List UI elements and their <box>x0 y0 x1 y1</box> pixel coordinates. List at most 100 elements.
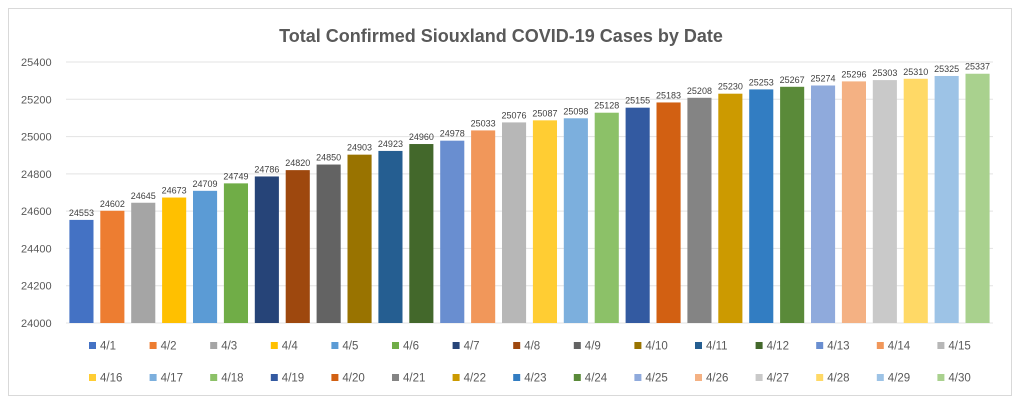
bar <box>532 120 558 323</box>
legend-label: 4/23 <box>524 373 546 385</box>
legend-swatch <box>270 374 278 381</box>
legend-label: 4/20 <box>342 373 364 385</box>
legend-label: 4/16 <box>100 373 122 385</box>
data-label: 24553 <box>69 208 94 218</box>
legend-label: 4/29 <box>888 373 910 385</box>
legend-swatch <box>573 342 581 349</box>
bar <box>656 102 681 323</box>
legend-swatch <box>392 342 399 349</box>
bar <box>501 122 527 323</box>
bar <box>872 80 897 323</box>
data-label: 25230 <box>718 82 743 92</box>
legend-label: 4/14 <box>888 341 911 353</box>
legend-label: 4/6 <box>403 341 419 353</box>
data-label: 25183 <box>656 90 681 100</box>
bar <box>471 130 496 323</box>
bar-chart: Total Confirmed Siouxland COVID-19 Cases… <box>21 26 993 385</box>
legend-label: 4/28 <box>827 373 849 385</box>
legend-label: 4/9 <box>585 341 601 353</box>
bar <box>254 176 279 323</box>
bar <box>192 190 218 323</box>
y-axis-ticks: 24000 24200 24400 24600 24800 25000 25200 25400 <box>21 57 52 330</box>
y-tick-label: 25400 <box>21 57 52 69</box>
data-label: 25076 <box>502 110 527 120</box>
legend-swatch <box>816 374 824 381</box>
data-label: 25267 <box>780 75 805 85</box>
y-tick-label: 25000 <box>21 132 52 144</box>
legend-label: 4/24 <box>585 373 608 385</box>
legend-swatch <box>513 374 521 381</box>
bar <box>69 219 94 323</box>
data-label: 25033 <box>471 118 496 128</box>
legend-label: 4/30 <box>948 373 970 385</box>
bar <box>409 144 434 323</box>
legend-swatch <box>331 374 339 381</box>
y-tick-label: 24400 <box>21 243 52 255</box>
legend-swatch <box>210 342 218 349</box>
legend-swatch <box>937 342 945 349</box>
legend-label: 4/19 <box>282 373 304 385</box>
data-label: 24903 <box>347 143 372 153</box>
legend-label: 4/4 <box>282 341 299 353</box>
data-label: 25208 <box>687 86 712 96</box>
y-tick-label: 24200 <box>21 281 52 293</box>
data-label: 24820 <box>285 158 310 168</box>
data-label: 25274 <box>811 73 836 83</box>
legend-swatch <box>876 342 884 349</box>
legend-swatch <box>634 342 642 349</box>
bar <box>563 118 588 324</box>
bar <box>162 197 187 323</box>
legend-label: 4/22 <box>464 373 486 385</box>
legend-label: 4/13 <box>827 341 849 353</box>
legend-swatch <box>695 342 702 349</box>
legend-swatch <box>816 342 824 349</box>
legend-label: 4/15 <box>948 341 970 353</box>
gridlines <box>66 61 993 324</box>
legend-swatch <box>210 374 218 381</box>
legend-swatch <box>270 342 278 349</box>
data-label: 25128 <box>594 101 619 111</box>
legend-label: 4/3 <box>221 341 237 353</box>
y-tick-label: 24800 <box>21 169 52 181</box>
legend-label: 4/2 <box>161 341 177 353</box>
data-label: 25155 <box>625 96 650 106</box>
data-label: 24645 <box>131 191 156 201</box>
bar <box>347 154 372 323</box>
legend-label: 4/21 <box>403 373 425 385</box>
legend-swatch <box>452 342 460 349</box>
data-label: 24850 <box>316 153 341 163</box>
data-label: 25325 <box>934 64 959 74</box>
legend-swatch <box>89 342 96 349</box>
data-label: 25303 <box>872 68 897 78</box>
bar <box>131 202 156 323</box>
data-label: 24978 <box>440 129 465 139</box>
bar <box>223 183 249 323</box>
legend: 4/1 4/2 4/3 4/4 4/5 4/6 4/7 4/8 4/9 4/10 4/11 4/12 4… <box>89 341 971 385</box>
legend-label: 4/7 <box>464 341 480 353</box>
legend-swatch <box>876 374 884 381</box>
bar <box>285 170 310 323</box>
bar <box>810 85 836 324</box>
bar <box>100 210 125 323</box>
bar <box>780 86 805 323</box>
bar <box>965 73 990 324</box>
legend-swatch <box>573 374 581 381</box>
bar <box>440 140 465 323</box>
bar <box>934 75 959 323</box>
legend-swatch <box>695 374 702 381</box>
legend-swatch <box>634 374 642 381</box>
y-tick-label: 24000 <box>21 318 52 330</box>
bar <box>903 78 928 324</box>
bar <box>594 112 619 323</box>
legend-label: 4/18 <box>221 373 243 385</box>
legend-label: 4/11 <box>706 341 728 353</box>
bar <box>718 93 743 323</box>
chart-title: Total Confirmed Siouxland COVID-19 Cases… <box>279 26 723 46</box>
data-label: 24786 <box>254 164 279 174</box>
legend-label: 4/1 <box>100 341 116 353</box>
bar <box>687 97 712 324</box>
y-tick-label: 25200 <box>21 94 52 106</box>
data-label: 24960 <box>409 132 434 142</box>
legend-swatch <box>149 342 157 349</box>
bar <box>749 89 774 323</box>
